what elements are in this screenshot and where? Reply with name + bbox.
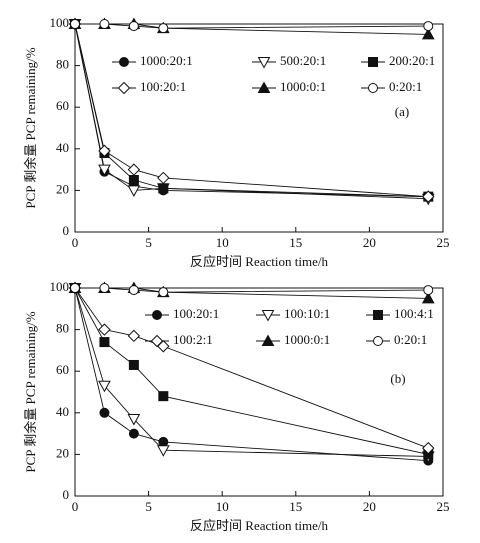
data-point [423, 21, 434, 32]
legend-label: 1000:20:1 [140, 53, 193, 68]
data-point [99, 407, 110, 418]
x-tick-label: 20 [363, 499, 376, 514]
x-tick-label: 15 [289, 499, 302, 514]
data-point [421, 291, 435, 304]
legend-label: 1000:0:1 [284, 332, 330, 347]
legend-label: 200:20:1 [389, 53, 435, 68]
legend-marker [373, 336, 383, 346]
legend-marker [368, 57, 378, 67]
data-point [158, 391, 169, 402]
plot-frame [74, 23, 444, 233]
data-point [99, 283, 110, 293]
legend-label: 100:10:1 [284, 306, 330, 321]
legend-label: 500:20:1 [280, 53, 326, 68]
legend-label: 100:20:1 [140, 79, 186, 94]
series-line [74, 23, 429, 200]
panel-label: (b) [390, 371, 405, 386]
data-point [158, 183, 169, 194]
x-axis-label: 反应时间 Reaction time/h [190, 254, 328, 269]
data-point [127, 163, 141, 176]
x-tick-label: 0 [72, 499, 79, 514]
legend-label: 100:4:1 [394, 306, 434, 321]
data-point [422, 441, 435, 455]
y-tick-label: 100 [50, 15, 70, 30]
data-point [98, 380, 111, 393]
data-point [128, 21, 139, 32]
legend-label: 0:20:1 [389, 79, 422, 94]
legend-label: 1000:0:1 [280, 79, 326, 94]
data-point [98, 164, 111, 177]
data-point [157, 171, 170, 185]
y-tick-label: 20 [56, 181, 69, 196]
data-point [99, 337, 110, 348]
legend-marker [152, 310, 162, 320]
x-tick-label: 5 [145, 499, 152, 514]
y-tick-label: 40 [56, 404, 69, 419]
data-point [98, 323, 111, 336]
y-axis-label: PCP 剩余量 PCP remaining/% [23, 47, 38, 208]
legend-marker [373, 310, 383, 320]
y-tick-label: 40 [56, 140, 69, 155]
series-line [74, 23, 429, 198]
series-line [75, 23, 429, 29]
plot-frame [74, 287, 444, 497]
data-point [127, 329, 141, 343]
data-point [127, 414, 141, 426]
legend-label: 0:20:1 [394, 332, 427, 347]
x-tick-label: 0 [72, 235, 79, 250]
series-line [74, 23, 429, 198]
y-tick-label: 80 [56, 321, 69, 336]
panel-label: (a) [395, 104, 409, 119]
data-point [98, 144, 111, 158]
data-point [422, 190, 435, 203]
y-tick-label: 100 [50, 279, 70, 294]
data-point [70, 283, 80, 293]
data-point [128, 428, 139, 439]
y-tick-label: 20 [56, 445, 69, 460]
legend-marker [261, 334, 275, 346]
legend-marker [117, 81, 131, 95]
data-point [127, 185, 141, 197]
data-point [158, 436, 169, 447]
x-tick-label: 15 [289, 235, 302, 250]
x-tick-label: 10 [216, 235, 229, 250]
legend-marker [257, 81, 271, 93]
series-line [75, 287, 429, 293]
legend-marker [368, 83, 378, 93]
legend-label: 100:20:1 [173, 306, 219, 321]
x-tick-label: 25 [437, 499, 450, 514]
x-axis-label: 反应时间 Reaction time/h [190, 518, 328, 533]
data-point [70, 19, 80, 29]
data-point [156, 445, 170, 457]
data-point [99, 19, 110, 29]
series-line [74, 23, 429, 198]
data-point [128, 175, 139, 185]
legend-label: 100:2:1 [173, 332, 213, 347]
y-tick-label: 0 [63, 223, 70, 238]
x-tick-label: 10 [216, 499, 229, 514]
data-point [421, 27, 435, 40]
y-axis-label: PCP 剩余量 PCP remaining/% [23, 311, 38, 472]
x-tick-label: 25 [437, 235, 450, 250]
y-tick-label: 60 [56, 98, 69, 113]
x-tick-label: 5 [145, 235, 152, 250]
data-point [158, 23, 169, 34]
y-tick-label: 0 [63, 487, 70, 502]
legend-marker [261, 310, 275, 322]
x-tick-label: 20 [363, 235, 376, 250]
y-tick-label: 80 [56, 57, 69, 72]
data-point [423, 285, 434, 296]
data-point [158, 287, 169, 298]
legend-marker [150, 334, 164, 348]
legend-marker [119, 57, 129, 67]
y-tick-label: 60 [56, 362, 69, 377]
data-point [128, 359, 139, 370]
legend-marker [257, 57, 271, 69]
data-point [128, 285, 139, 296]
